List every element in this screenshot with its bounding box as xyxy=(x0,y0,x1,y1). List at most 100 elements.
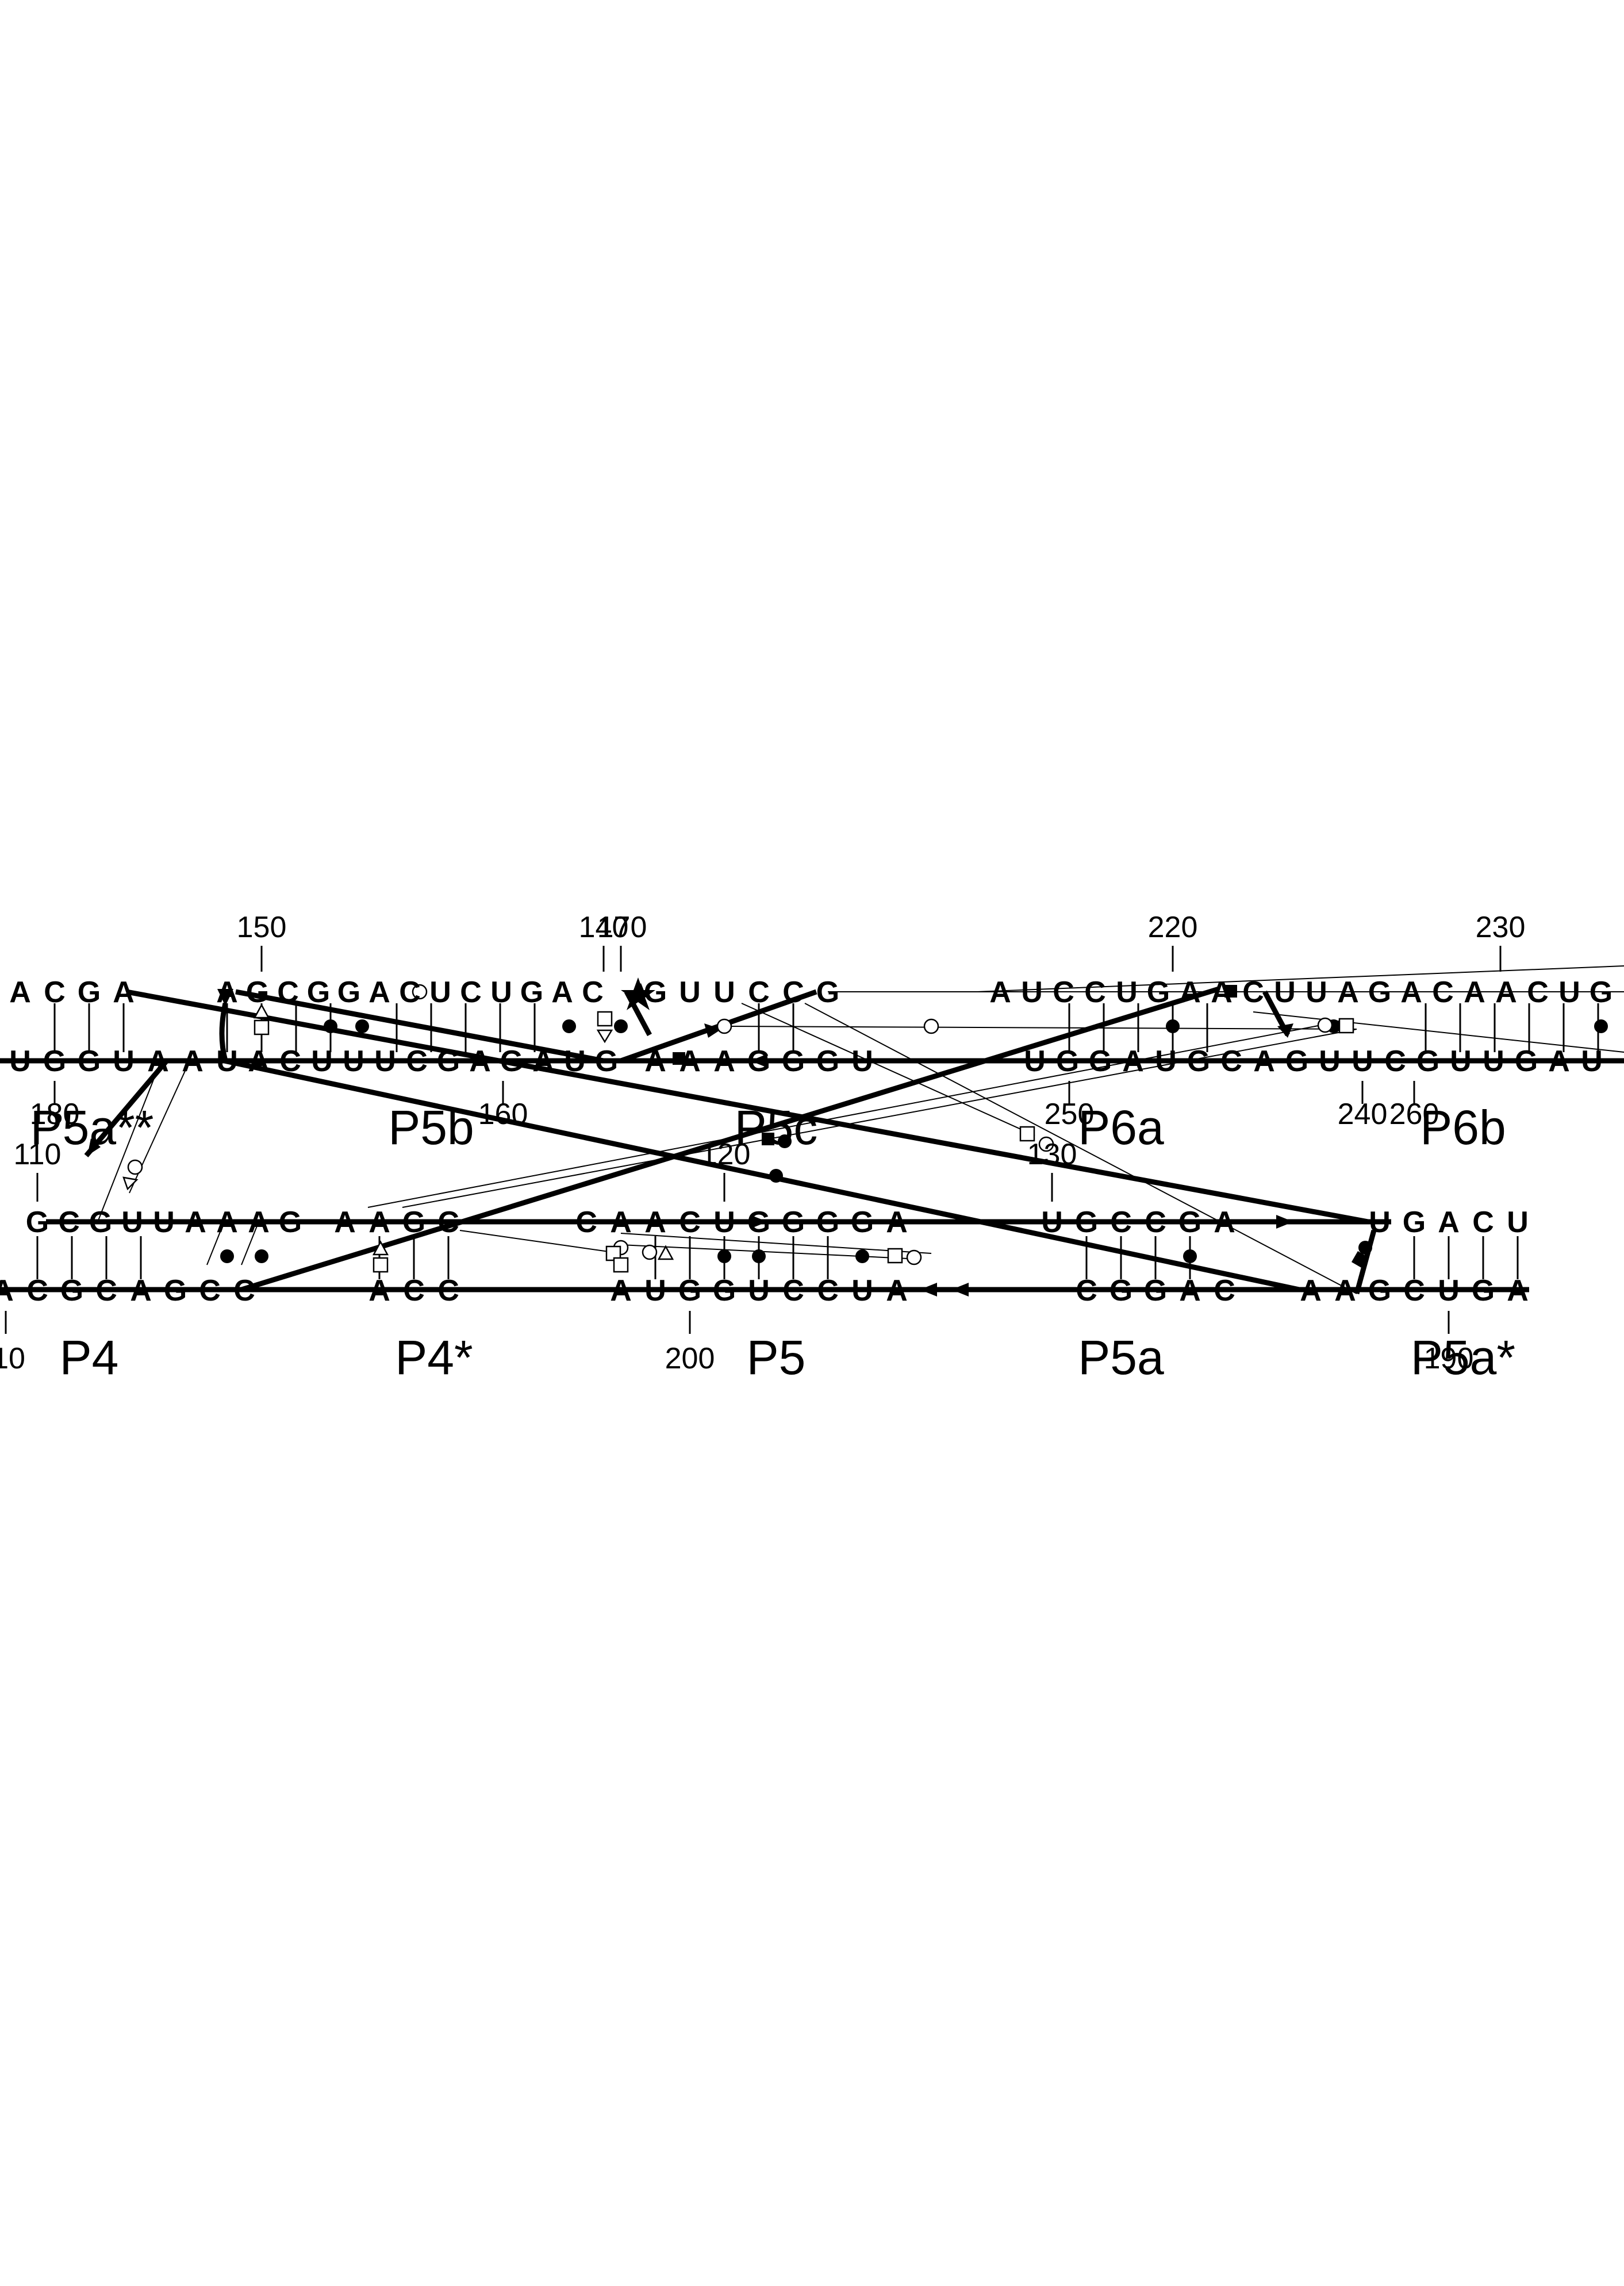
nucleotide: G xyxy=(816,1045,839,1078)
nucleotide: A xyxy=(1334,1274,1356,1307)
nucleotide: C xyxy=(1432,976,1454,1009)
nucleotide: A xyxy=(130,1274,152,1307)
helix-label-p5c: P5c xyxy=(735,1100,818,1154)
nucleotide: G xyxy=(279,1206,302,1239)
nucleotide: G xyxy=(595,1045,618,1078)
nucleotide: U xyxy=(713,1206,735,1239)
residue-number: 260 xyxy=(1389,1098,1439,1131)
open-triangle-icon xyxy=(372,1240,389,1256)
nucleotide: U xyxy=(1306,976,1327,1009)
open-square-icon xyxy=(613,1257,629,1273)
open-square-icon xyxy=(887,1248,903,1264)
nucleotide: A xyxy=(1464,976,1485,1009)
residue-number: 230 xyxy=(1476,911,1526,944)
nucleotide: G xyxy=(78,1045,101,1078)
nucleotide: C xyxy=(26,1274,48,1307)
nucleotide: G xyxy=(782,1206,805,1239)
open-circle-icon xyxy=(1317,1017,1333,1033)
arrow-right-icon xyxy=(704,1023,721,1038)
residue-numbers: 150 140 170 220 230 180 160 250 240 260 … xyxy=(0,911,1525,1375)
nucleotide: G xyxy=(89,1206,112,1239)
nucleotide: A xyxy=(1211,976,1233,1009)
arrow-right-icon xyxy=(750,1215,767,1229)
helix-label-p5a-star: P5a* xyxy=(1411,1330,1515,1384)
nucleotide: C xyxy=(582,976,604,1009)
nucleotide: U xyxy=(374,1045,396,1078)
interaction-line xyxy=(97,1060,162,1222)
interaction-line xyxy=(724,1026,1357,1030)
nucleotide: G xyxy=(1403,1206,1426,1239)
nucleotide: U xyxy=(113,1045,135,1078)
nucleotide: A xyxy=(1214,1206,1235,1239)
nucleotide: U xyxy=(644,1274,666,1307)
nucleotide: A xyxy=(713,1045,735,1078)
nucleotide: G xyxy=(78,976,101,1009)
nucleotide: U xyxy=(564,1045,586,1078)
interaction-line xyxy=(977,965,1624,992)
nucleotide: C xyxy=(399,976,421,1009)
interaction-line xyxy=(620,1233,932,1254)
open-triangle-icon xyxy=(596,1029,613,1044)
direction-arrows xyxy=(87,983,1293,1297)
nucleotide: A xyxy=(679,1045,701,1078)
nucleotide: A xyxy=(644,1206,666,1239)
nucleotide: A xyxy=(532,1045,554,1078)
interaction-line xyxy=(1253,1011,1624,1053)
nucleotide: G xyxy=(816,1206,839,1239)
nucleotide: G xyxy=(337,976,360,1009)
nucleotide: U xyxy=(1319,1045,1341,1078)
nucleotide: G xyxy=(26,1206,49,1239)
open-square-icon xyxy=(1019,1126,1035,1142)
nucleotide: U xyxy=(121,1206,143,1239)
nucleotide: U xyxy=(851,1045,873,1078)
nucleotide: G xyxy=(747,1045,770,1078)
residue-number: 200 xyxy=(665,1342,715,1375)
nucleotide: C xyxy=(782,1274,804,1307)
nucleotide: A xyxy=(644,1045,666,1078)
nucleotide: C xyxy=(95,1274,117,1307)
nucleotide: A xyxy=(147,1045,169,1078)
nucleotide: G xyxy=(307,976,330,1009)
nucleotide: G xyxy=(520,976,543,1009)
stacking-star-icon xyxy=(621,977,655,1010)
nucleotide: U xyxy=(1369,1206,1391,1239)
arrow-left-icon xyxy=(951,1283,969,1297)
helix-label-p5b: P5b xyxy=(388,1100,474,1154)
nucleotide: C xyxy=(1527,976,1549,1009)
open-circle-icon xyxy=(412,984,428,1000)
open-triangle-icon xyxy=(122,1176,139,1191)
nucleotide: A xyxy=(368,976,390,1009)
nucleotide: C xyxy=(679,1206,701,1239)
nucleotide: A xyxy=(0,1274,14,1307)
nucleotide: G xyxy=(1178,1206,1201,1239)
interaction-line xyxy=(367,1020,1346,1208)
nucleotide: C xyxy=(1084,976,1106,1009)
nucleotide: U xyxy=(490,976,512,1009)
wc-pair-dot-icon xyxy=(562,1019,576,1033)
nucleotide: G xyxy=(1285,1045,1308,1078)
nucleotide: A xyxy=(1337,976,1359,1009)
nucleotide: G xyxy=(678,1274,701,1307)
nucleotide: G xyxy=(816,976,839,1009)
nucleotide: U xyxy=(153,1206,175,1239)
nucleotide: G xyxy=(1089,1045,1112,1078)
helix-label-p5a-double-star: P5a** xyxy=(30,1100,154,1154)
crossing-strand xyxy=(219,1003,228,1062)
open-triangle-icon xyxy=(253,1003,270,1019)
nucleotide: G xyxy=(1368,1274,1391,1307)
open-circle-icon xyxy=(716,1018,732,1034)
nucleotide: A xyxy=(551,976,573,1009)
nucleotide: U xyxy=(1581,1045,1603,1078)
long-range-connections xyxy=(84,986,1377,1295)
base-pair-ticks xyxy=(5,946,1599,1334)
nucleotide: C xyxy=(58,1206,80,1239)
